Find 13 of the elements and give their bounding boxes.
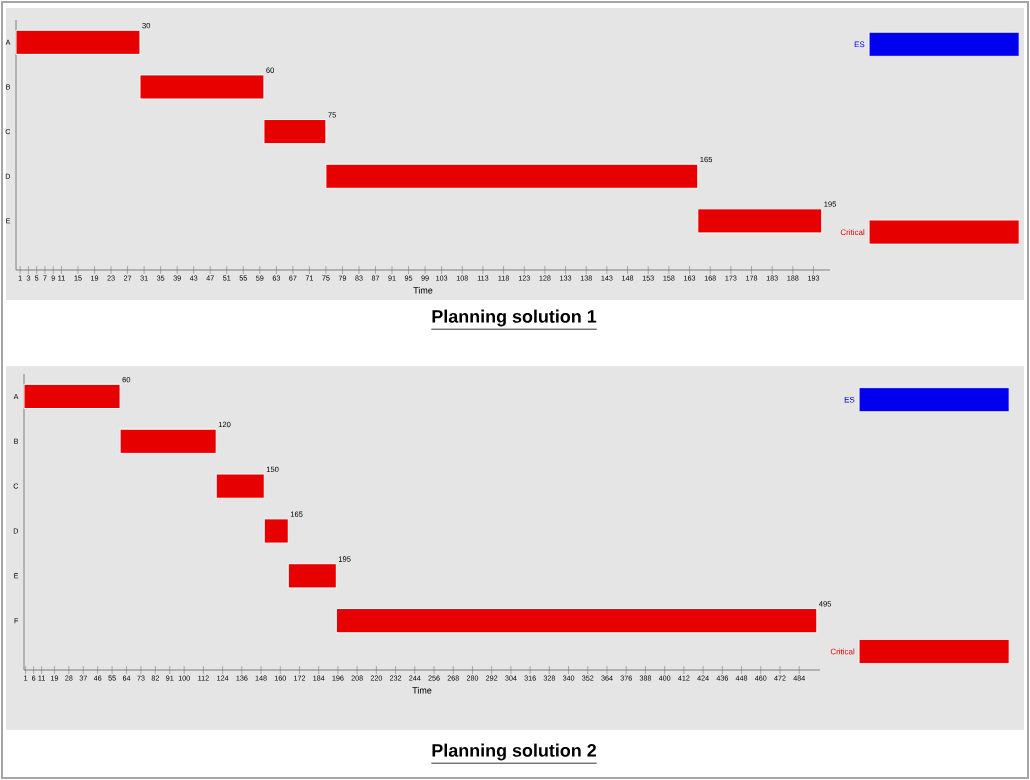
text: Planning solution 2 xyxy=(432,743,596,761)
bar xyxy=(215,473,265,499)
bar xyxy=(119,428,217,454)
text: Planning solution 1 xyxy=(432,309,597,327)
bar xyxy=(263,518,289,544)
bar xyxy=(697,208,823,234)
bar xyxy=(263,119,327,145)
bar xyxy=(335,608,818,634)
bar xyxy=(15,29,141,55)
bar xyxy=(325,163,699,189)
bar xyxy=(139,74,265,100)
bar xyxy=(287,563,337,589)
bar xyxy=(23,383,121,410)
